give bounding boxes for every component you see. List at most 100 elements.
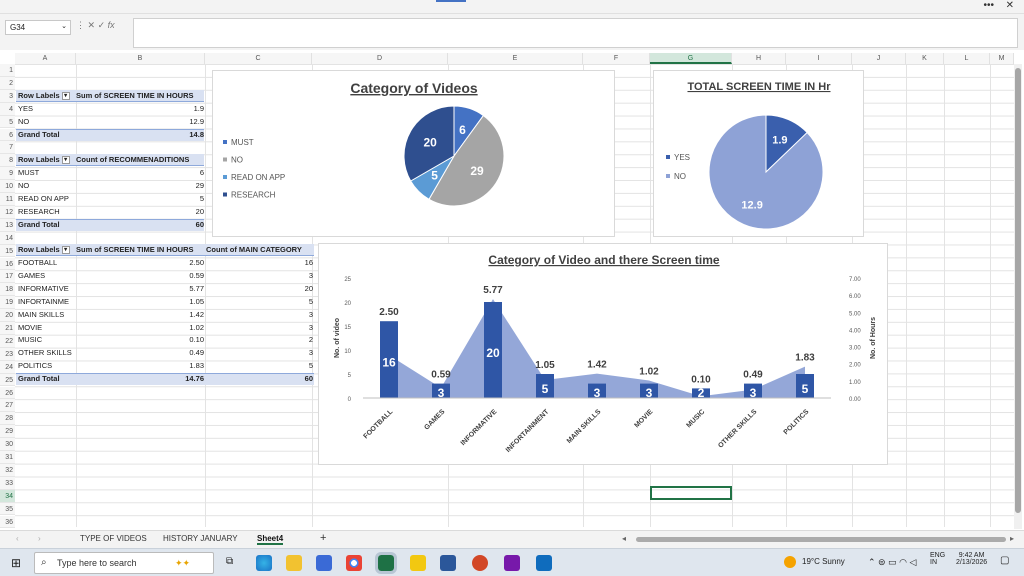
row-header[interactable]: 28 xyxy=(0,412,15,426)
scroll-right-icon[interactable]: ▸ xyxy=(1010,534,1015,543)
row-header[interactable]: 33 xyxy=(0,476,15,490)
screen-time-chart[interactable]: TOTAL SCREEN TIME IN Hr 1.9 12.9 YES NO xyxy=(653,70,864,237)
row-header[interactable]: 24 xyxy=(0,360,15,374)
taskbar-search-input[interactable]: ⌕ Type here to search ✦✦ xyxy=(34,552,214,574)
row-header[interactable]: 35 xyxy=(0,502,15,516)
y-tick-label: 0 xyxy=(348,397,352,403)
row-header[interactable]: 13 xyxy=(0,218,15,232)
row-header[interactable]: 16 xyxy=(0,257,15,271)
excel-icon[interactable] xyxy=(375,552,397,574)
column-header[interactable]: G xyxy=(650,53,732,64)
pivot3-header-label: Row Labels ▾ xyxy=(18,244,70,256)
horizontal-scrollbar[interactable] xyxy=(636,537,1006,542)
row-header[interactable]: 5 xyxy=(0,115,15,129)
column-header[interactable]: F xyxy=(583,53,650,64)
fx-icon[interactable]: fx xyxy=(107,20,115,30)
next-sheet-icon[interactable]: › xyxy=(38,534,41,543)
row-header[interactable]: 12 xyxy=(0,205,15,219)
formula-input[interactable] xyxy=(133,18,1018,48)
category-videos-chart[interactable]: Category of Videos 6 29 5 20 MUST NO READ ON AP… xyxy=(212,70,615,237)
row-header[interactable]: 14 xyxy=(0,231,15,245)
outlook-icon[interactable] xyxy=(536,555,552,571)
column-header[interactable]: H xyxy=(732,53,786,64)
name-box[interactable]: G34 ⌄ xyxy=(5,20,71,35)
language-code: ENG xyxy=(930,552,946,559)
row-header[interactable]: 18 xyxy=(0,283,15,297)
prev-sheet-icon[interactable]: ‹ xyxy=(16,534,19,543)
column-header[interactable]: K xyxy=(906,53,944,64)
filter-dropdown-icon[interactable]: ▾ xyxy=(61,92,70,101)
column-header[interactable]: L xyxy=(944,53,990,64)
row-header[interactable]: 20 xyxy=(0,309,15,322)
column-header[interactable]: J xyxy=(852,53,906,64)
store-icon[interactable] xyxy=(316,555,332,571)
filter-dropdown-icon[interactable]: ▾ xyxy=(61,246,70,255)
clock[interactable]: 9:42 AM 2/13/2026 xyxy=(956,552,987,566)
row-header[interactable]: 36 xyxy=(0,515,15,529)
system-tray-icons[interactable]: ⌃ ⊜ ▭ ◠ ◁ xyxy=(868,557,917,567)
powerpoint-icon[interactable] xyxy=(472,555,488,571)
column-header[interactable]: C xyxy=(205,53,312,64)
clock-time: 9:42 AM xyxy=(958,552,985,559)
language-indicator[interactable]: ENG IN xyxy=(930,552,945,566)
row-header[interactable]: 7 xyxy=(0,141,15,155)
windows-start-icon[interactable]: ⊞ xyxy=(11,556,22,570)
cancel-icon[interactable]: ✕ xyxy=(87,20,96,30)
selected-cell[interactable] xyxy=(650,486,732,500)
row-header[interactable]: 25 xyxy=(0,373,15,387)
scroll-thumb[interactable] xyxy=(1015,68,1021,513)
row-header[interactable]: 15 xyxy=(0,244,15,258)
row-header[interactable]: 34 xyxy=(0,489,15,503)
column-header[interactable]: M xyxy=(990,53,1014,64)
file-explorer-icon[interactable] xyxy=(286,555,302,571)
chevron-down-icon[interactable]: ⌄ xyxy=(61,23,67,30)
tab-sheet4[interactable]: Sheet4 xyxy=(257,534,284,545)
add-sheet-button[interactable]: + xyxy=(320,532,327,544)
enter-icon[interactable]: ✓ xyxy=(97,20,106,30)
column-header[interactable]: A xyxy=(15,53,76,64)
task-view-icon[interactable]: ⧉ xyxy=(226,556,234,567)
category-screen-time-chart[interactable]: Category of Video and there Screen time 0… xyxy=(318,243,888,465)
row-header[interactable]: 8 xyxy=(0,154,15,168)
row-header[interactable]: 17 xyxy=(0,270,15,284)
row-header[interactable]: 32 xyxy=(0,463,15,477)
power-bi-icon[interactable] xyxy=(410,555,426,571)
row-header[interactable]: 29 xyxy=(0,425,15,439)
onenote-icon[interactable] xyxy=(504,555,520,571)
row-header[interactable]: 30 xyxy=(0,438,15,451)
row-header[interactable]: 19 xyxy=(0,296,15,310)
row-header[interactable]: 22 xyxy=(0,334,15,348)
row-header[interactable]: 6 xyxy=(0,128,15,142)
row-header[interactable]: 26 xyxy=(0,386,15,400)
combo-chart-svg: Category of Video and there Screen time 0… xyxy=(334,253,877,454)
tab-type-of-videos[interactable]: TYPE OF VIDEOS xyxy=(80,534,147,543)
row-header[interactable]: 27 xyxy=(0,399,15,413)
bar-data-label: 20 xyxy=(486,346,500,360)
close-icon[interactable]: ✕ xyxy=(1005,0,1014,11)
row-header[interactable]: 11 xyxy=(0,193,15,206)
row-header[interactable]: 1 xyxy=(0,64,15,77)
column-header[interactable]: B xyxy=(76,53,205,64)
chrome-icon[interactable] xyxy=(346,555,362,571)
row-header[interactable]: 9 xyxy=(0,167,15,181)
edge-icon[interactable] xyxy=(256,555,272,571)
row-header[interactable]: 31 xyxy=(0,451,15,464)
row-header[interactable]: 3 xyxy=(0,89,15,103)
row-header[interactable]: 2 xyxy=(0,76,15,90)
row-header[interactable]: 23 xyxy=(0,347,15,361)
weather-text[interactable]: 19°C Sunny xyxy=(802,557,845,566)
pivot2-row-value: 5 xyxy=(199,194,204,203)
scroll-left-icon[interactable]: ◂ xyxy=(622,534,627,543)
column-header[interactable]: E xyxy=(448,53,583,64)
row-header[interactable]: 4 xyxy=(0,102,15,116)
word-icon[interactable] xyxy=(440,555,456,571)
tab-history-january[interactable]: HISTORY JANUARY xyxy=(163,534,238,543)
column-header[interactable]: D xyxy=(312,53,448,64)
filter-dropdown-icon[interactable]: ▾ xyxy=(61,156,70,165)
vertical-scrollbar[interactable] xyxy=(1014,64,1022,529)
notification-icon[interactable]: ▢ xyxy=(1000,555,1010,566)
ellipsis-icon[interactable]: ••• xyxy=(983,0,994,11)
column-header[interactable]: I xyxy=(786,53,852,64)
row-header[interactable]: 10 xyxy=(0,180,15,193)
row-header[interactable]: 21 xyxy=(0,322,15,335)
